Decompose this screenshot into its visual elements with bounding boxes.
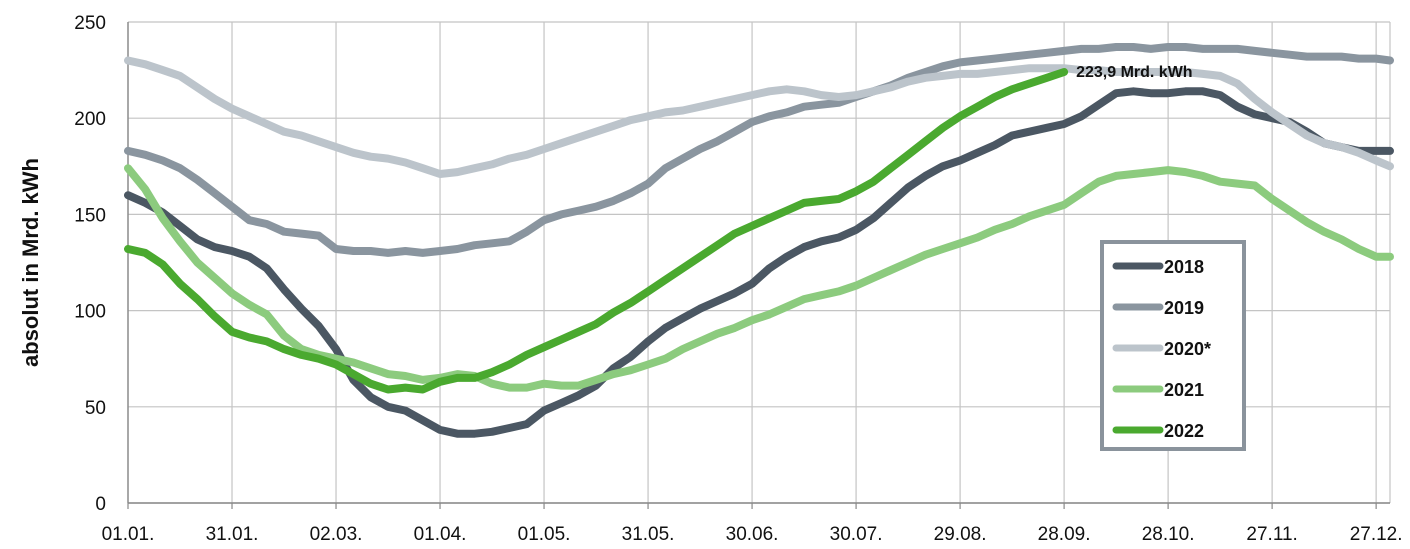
x-tick-label: 31.05. — [622, 524, 675, 545]
y-tick-label: 100 — [74, 302, 106, 323]
x-tick-label: 28.09. — [1038, 524, 1091, 545]
y-tick-label: 200 — [74, 109, 106, 130]
x-tick-label: 29.08. — [934, 524, 987, 545]
annotation-label: 223,9 Mrd. kWh — [1076, 64, 1192, 81]
x-tick-label: 01.01. — [102, 524, 155, 545]
series-line-2018 — [124, 87, 1394, 438]
series-line-2022 — [124, 68, 1069, 394]
x-tick-label: 30.06. — [726, 524, 779, 545]
x-tick-label: 27.11. — [1246, 524, 1297, 545]
x-tick-label: 28.10. — [1142, 524, 1195, 545]
y-tick-label: 0 — [95, 494, 106, 515]
legend-label: 2021 — [1164, 380, 1204, 400]
legend-label: 2018 — [1164, 257, 1204, 277]
x-tick-label: 01.05. — [518, 524, 571, 545]
x-tick-label: 30.07. — [830, 524, 883, 545]
series-line-2020 — [124, 56, 1394, 178]
y-tick-label: 250 — [74, 13, 106, 34]
series-lines — [124, 43, 1394, 438]
x-tick-label: 31.01. — [206, 524, 259, 545]
legend-label: 2019 — [1164, 298, 1204, 318]
x-tick-label: 02.03. — [310, 524, 363, 545]
legend-label: 2020* — [1164, 339, 1211, 359]
series-line-2019 — [124, 43, 1394, 257]
annotation: 223,9 Mrd. kWh — [1076, 64, 1192, 81]
axes: 0 50 100 150 200 250 01.01. 31.01. 02.03. 01.04. 0… — [18, 13, 1403, 545]
legend: 2018 2019 2020* 2021 2022 — [1100, 240, 1246, 451]
legend-label: 2022 — [1164, 421, 1204, 441]
y-axis-label: absolut in Mrd. kWh — [18, 158, 43, 367]
series-line-2021 — [124, 164, 1394, 392]
y-tick-label: 150 — [74, 205, 106, 226]
x-tick-label: 27.12. — [1350, 524, 1403, 545]
x-tick-label: 01.04. — [414, 524, 467, 545]
y-tick-label: 50 — [85, 398, 106, 419]
